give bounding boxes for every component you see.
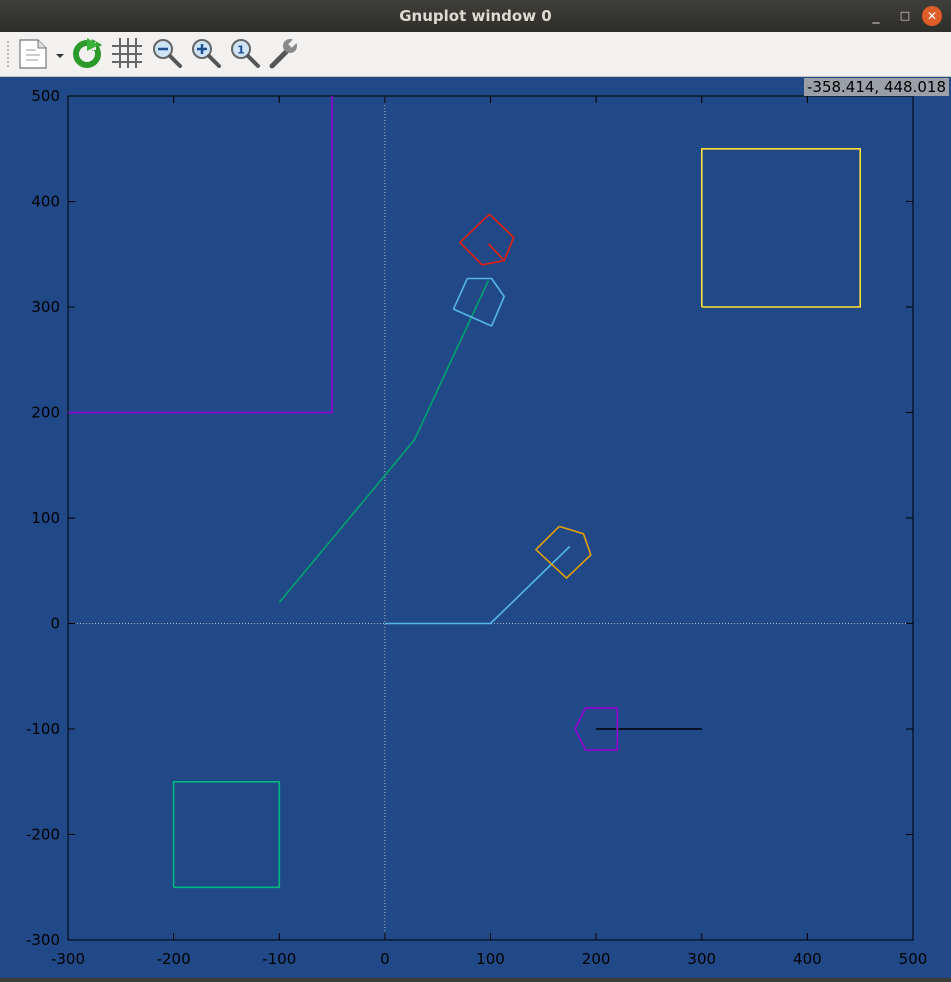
- settings-button[interactable]: [266, 36, 300, 70]
- x-tick-label: 0: [380, 950, 390, 968]
- x-tick-label: 100: [476, 950, 505, 968]
- minimize-button[interactable]: _: [872, 8, 880, 24]
- y-tick-label: 400: [31, 193, 60, 211]
- x-tick-label: -300: [51, 950, 85, 968]
- series-line-8: [452, 277, 506, 327]
- tick-group: [67, 95, 914, 941]
- y-tick-label: 100: [31, 509, 60, 527]
- series-line-10: [487, 243, 504, 261]
- close-button[interactable]: ✕: [922, 6, 942, 26]
- plot-canvas[interactable]: -300 -200 -100 0 100 200 300 400 500 -300 -200 -10…: [0, 77, 951, 978]
- export-icon: [19, 39, 64, 69]
- y-tick-label: 300: [31, 298, 60, 316]
- grid-button[interactable]: [110, 36, 144, 70]
- x-tick-label: 200: [582, 950, 611, 968]
- y-tick-label: 200: [31, 404, 60, 422]
- y-tick-label: -100: [26, 720, 60, 738]
- svg-text:1: 1: [237, 44, 245, 57]
- window-title: Gnuplot window 0: [399, 7, 552, 25]
- replot-icon: [73, 38, 102, 68]
- x-tick-label: 400: [793, 950, 822, 968]
- zoom-in-icon: [192, 39, 221, 68]
- settings-wrench-icon: [269, 36, 300, 69]
- zoom-reset-button[interactable]: 1: [228, 36, 262, 70]
- zoom-in-button[interactable]: [189, 36, 223, 70]
- series-line-0: [68, 96, 333, 414]
- zoom-out-button[interactable]: [150, 36, 184, 70]
- title-bar: Gnuplot window 0 _ □ ✕: [0, 0, 951, 32]
- y-tick-label: -200: [26, 826, 60, 844]
- replot-button[interactable]: [70, 36, 104, 70]
- plot-frame: [67, 95, 914, 941]
- maximize-button[interactable]: □: [899, 9, 911, 22]
- y-tick-label: 500: [31, 87, 60, 105]
- grid-icon: [112, 38, 142, 68]
- x-tick-labels: -300 -200 -100 0 100 200 300 400 500: [51, 950, 927, 968]
- y-tick-label: 0: [50, 615, 60, 633]
- series-line-1: [700, 148, 862, 308]
- series-line-3: [278, 280, 490, 603]
- export-button[interactable]: [16, 36, 64, 70]
- plot-area[interactable]: -300 -200 -100 0 100 200 300 400 500 -300 -200 -10…: [0, 77, 951, 978]
- series-line-2: [172, 780, 281, 889]
- zoom-reset-icon: 1: [231, 39, 260, 68]
- x-tick-label: 500: [899, 950, 928, 968]
- y-tick-label: -300: [26, 931, 60, 949]
- coordinate-readout: -358.414, 448.018: [803, 78, 949, 96]
- series-line-7: [535, 525, 592, 579]
- series-line-9: [459, 213, 515, 266]
- toolbar: 1: [0, 32, 951, 77]
- y-tick-labels: -300 -200 -100 0 100 200 300 400 500: [26, 87, 60, 949]
- series-line-4: [384, 545, 571, 625]
- x-tick-label: -100: [262, 950, 296, 968]
- x-tick-label: 300: [687, 950, 716, 968]
- series-line-6: [574, 707, 619, 751]
- zoom-out-icon: [153, 39, 182, 68]
- toolbar-grip: [6, 40, 10, 68]
- series-group: [68, 96, 862, 889]
- x-tick-label: -200: [157, 950, 191, 968]
